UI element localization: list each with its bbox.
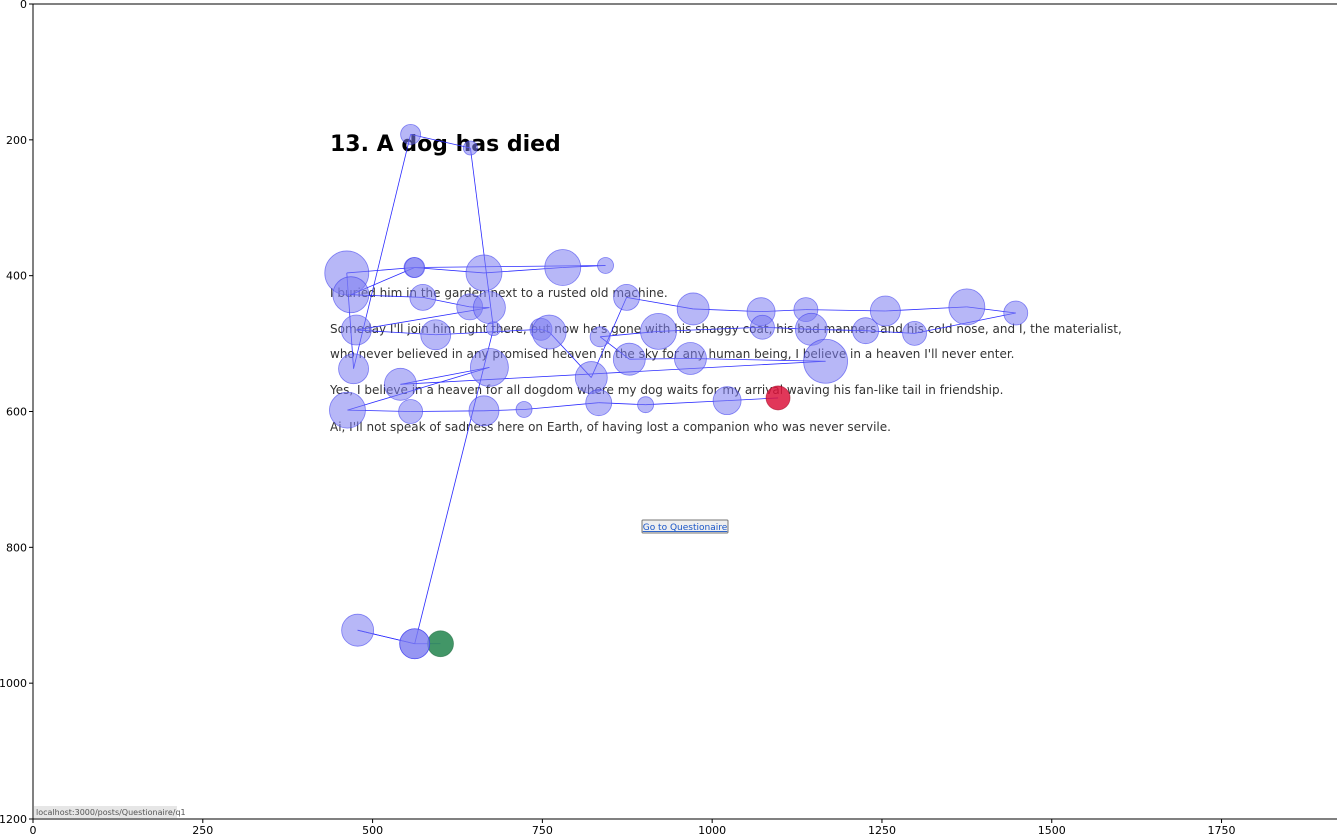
y-tick-label: 1200 xyxy=(0,813,27,826)
fixation-point xyxy=(574,361,608,394)
y-tick-label: 800 xyxy=(6,541,27,554)
x-tick-label: 1500 xyxy=(1038,824,1066,836)
y-tick-label: 600 xyxy=(6,406,27,419)
fixation-point xyxy=(612,342,646,376)
x-tick-label: 1750 xyxy=(1208,824,1236,836)
fixation-point xyxy=(399,628,431,660)
x-tick-label: 250 xyxy=(192,824,213,836)
fixation-point xyxy=(384,367,417,401)
fixation-layer xyxy=(324,123,1029,660)
fixation-point xyxy=(341,613,375,647)
fixation-point xyxy=(472,291,506,324)
scanpath-segment xyxy=(400,360,826,385)
go-to-questionaire-label: Go to Questionaire xyxy=(643,523,728,533)
paragraph-4: Yes, I believe in a heaven for all dogdo… xyxy=(329,383,1003,397)
start-fixation-point xyxy=(427,630,454,658)
y-tick-label: 0 xyxy=(20,0,27,11)
fixation-point xyxy=(420,319,452,351)
status-bar: localhost:3000/posts/Questionaire/q1 xyxy=(34,806,186,818)
fixation-point xyxy=(803,338,848,384)
fixation-point xyxy=(637,396,655,414)
fixation-point xyxy=(597,257,614,274)
fixation-point xyxy=(640,312,677,350)
fixation-point xyxy=(613,283,640,311)
scanpath-segment xyxy=(690,358,826,362)
y-tick-label: 1000 xyxy=(0,677,27,690)
fixation-point xyxy=(332,276,370,314)
fixation-point xyxy=(409,283,437,311)
fixation-point xyxy=(515,401,533,418)
fixation-point xyxy=(712,386,742,416)
fixation-point xyxy=(852,317,880,345)
y-tick-label: 400 xyxy=(6,270,27,283)
x-tick-label: 0 xyxy=(30,824,37,836)
fixation-point xyxy=(340,314,372,346)
fixation-point xyxy=(462,140,478,156)
fixation-point xyxy=(674,342,707,375)
x-tick-label: 750 xyxy=(532,824,553,836)
fixation-point xyxy=(902,320,927,346)
fixation-point xyxy=(869,295,901,327)
end-fixation-point xyxy=(765,385,791,411)
fixation-point xyxy=(750,314,775,340)
scanpath-segment xyxy=(347,366,490,411)
fixation-point xyxy=(469,347,509,387)
fixation-point xyxy=(948,288,986,326)
x-tick-label: 1000 xyxy=(698,824,726,836)
fixation-point xyxy=(531,314,567,350)
go-to-questionaire-button[interactable]: Go to Questionaire xyxy=(641,519,729,534)
paragraph-5: Ai, I'll not speak of sadness here on Ea… xyxy=(330,420,891,434)
fixation-point xyxy=(544,249,582,286)
fixation-point xyxy=(338,353,369,385)
y-tick-label: 200 xyxy=(6,134,27,147)
fixation-point xyxy=(400,123,422,145)
status-url: localhost:3000/posts/Questionaire/q1 xyxy=(36,808,186,817)
fixation-point xyxy=(676,292,710,326)
x-tick-label: 500 xyxy=(362,824,383,836)
page-heading: 13. A dog has died xyxy=(330,132,561,157)
fixation-point xyxy=(398,399,424,424)
fixation-point xyxy=(1003,300,1029,326)
x-tick-label: 1250 xyxy=(868,824,896,836)
fixation-point xyxy=(468,395,500,427)
fixation-point xyxy=(589,326,611,348)
fixation-point xyxy=(585,389,613,417)
fixation-point xyxy=(404,257,426,278)
fixation-point xyxy=(329,391,366,429)
fixation-point xyxy=(465,254,503,292)
